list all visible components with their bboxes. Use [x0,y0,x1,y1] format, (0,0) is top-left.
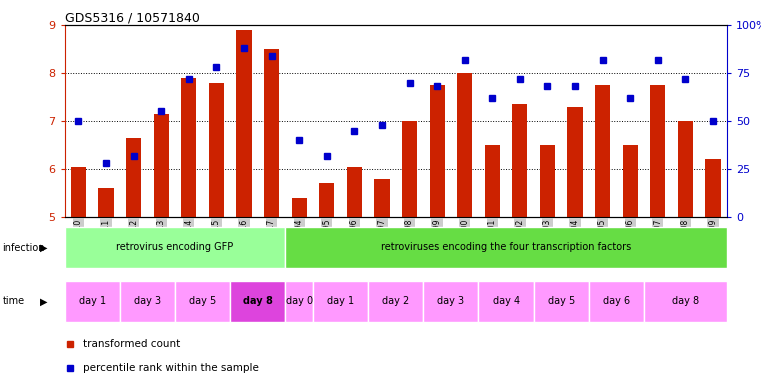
Text: day 5: day 5 [189,296,216,306]
Bar [71,167,86,217]
Text: GSM943805: GSM943805 [598,218,607,265]
Bar [429,85,444,217]
Bar [589,281,644,322]
Text: percentile rank within the sample: percentile rank within the sample [83,363,259,373]
Text: GSM943795: GSM943795 [322,218,331,265]
Text: GSM943794: GSM943794 [295,218,304,265]
Text: ▶: ▶ [40,243,47,253]
Text: GSM943807: GSM943807 [653,218,662,265]
Text: GSM943801: GSM943801 [488,218,497,265]
Bar [65,281,119,322]
Bar [457,73,473,217]
Bar [368,281,423,322]
Bar [285,281,313,322]
Text: day 0: day 0 [285,296,313,306]
Text: GSM943817: GSM943817 [267,218,276,265]
Bar [347,167,362,217]
Text: day 2: day 2 [382,296,409,306]
Text: GSM943798: GSM943798 [405,218,414,265]
Text: GSM943810: GSM943810 [74,218,83,265]
Bar [209,83,224,217]
Text: GSM943815: GSM943815 [212,218,221,265]
Text: day 1: day 1 [78,296,106,306]
Bar [175,281,230,322]
Bar [181,78,196,217]
Bar [540,145,555,217]
Bar [313,281,368,322]
Bar [512,104,527,217]
Text: GDS5316 / 10571840: GDS5316 / 10571840 [65,12,199,25]
Bar [479,281,533,322]
Bar [650,85,665,217]
Text: GSM943816: GSM943816 [240,218,249,265]
Text: GSM943797: GSM943797 [377,218,387,265]
Bar [705,159,721,217]
Bar [423,281,479,322]
Text: GSM943812: GSM943812 [129,218,139,265]
Text: retrovirus encoding GFP: retrovirus encoding GFP [116,242,234,252]
Text: day 8: day 8 [672,296,699,306]
Text: day 6: day 6 [603,296,630,306]
Text: day 3: day 3 [438,296,464,306]
Bar [264,49,279,217]
Bar [402,121,417,217]
Text: day 1: day 1 [327,296,354,306]
Text: GSM943813: GSM943813 [157,218,166,265]
Bar [485,145,500,217]
Text: GSM943803: GSM943803 [543,218,552,265]
Bar [644,281,727,322]
Bar [285,227,727,268]
Text: infection: infection [2,243,45,253]
Bar [126,138,142,217]
Text: GSM943804: GSM943804 [571,218,580,265]
Bar [678,121,693,217]
Text: GSM943814: GSM943814 [184,218,193,265]
Bar [319,184,334,217]
Text: ▶: ▶ [40,296,47,306]
Text: transformed count: transformed count [83,339,180,349]
Bar [291,198,307,217]
Text: retroviruses encoding the four transcription factors: retroviruses encoding the four transcrip… [381,242,631,252]
Bar [154,114,169,217]
Bar [230,281,285,322]
Bar [533,281,589,322]
Text: GSM943802: GSM943802 [515,218,524,265]
Text: day 4: day 4 [492,296,520,306]
Bar [595,85,610,217]
Bar [237,30,252,217]
Text: GSM943796: GSM943796 [350,218,359,265]
Text: GSM943806: GSM943806 [626,218,635,265]
Bar [65,227,285,268]
Text: GSM943811: GSM943811 [101,218,110,265]
Text: day 8: day 8 [243,296,272,306]
Text: time: time [2,296,24,306]
Bar [622,145,638,217]
Bar [120,281,175,322]
Text: GSM943809: GSM943809 [708,218,718,265]
Bar [568,107,583,217]
Text: day 5: day 5 [548,296,575,306]
Bar [98,188,113,217]
Text: GSM943800: GSM943800 [460,218,470,265]
Text: GSM943808: GSM943808 [681,218,690,265]
Bar [374,179,390,217]
Text: GSM943799: GSM943799 [432,218,441,265]
Text: day 3: day 3 [134,296,161,306]
